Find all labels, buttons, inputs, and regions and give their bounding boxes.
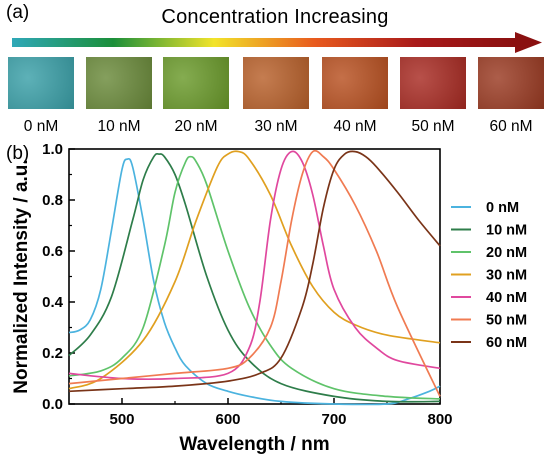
image-concentration-label: 50 nM [411,118,455,135]
chart-series [68,149,441,406]
panel-a-label: (a) [6,2,30,23]
concentration-arrow [12,32,542,53]
image-concentration-label: 30 nM [254,118,298,135]
microscope-image [86,57,152,109]
microscope-image [400,57,466,109]
chart-legend: 0 nM 10 nM 20 nM 30 nM 40 nM 50 nM 60 nM [451,200,527,351]
microscope-image [478,57,544,109]
legend-label: 30 nM [486,268,527,284]
legend-label: 20 nM [486,245,527,261]
y-tick-label: 0.8 [42,192,63,209]
panel-b-label: (b) [6,143,30,164]
arrow-head [515,32,542,53]
series-line [68,155,441,400]
image-concentration-label: 10 nM [97,118,141,135]
legend-label: 10 nM [486,223,527,239]
y-tick-label: 0.4 [42,294,64,311]
series-line [68,152,441,403]
y-tick-label: 1.0 [42,141,63,158]
series-line [68,150,441,390]
y-tick-label: 0.2 [42,345,63,362]
arrow-shaft [12,38,517,47]
y-tick-label: 0.0 [42,396,63,413]
x-tick-label: 700 [321,411,346,428]
series-line [68,157,441,406]
x-tick-label: 800 [427,411,452,428]
microscope-image [163,57,229,109]
chart-axes: 500 600 700 800 0.0 0.2 0.4 0.6 0.8 1.0 Wavelength… [11,141,453,455]
microscope-image [243,57,309,109]
legend-label: 60 nM [486,335,527,351]
x-axis-label: Wavelength / nm [179,434,329,455]
image-concentration-label: 20 nM [174,118,218,135]
microscope-image [322,57,388,109]
series-line [68,149,441,397]
image-concentration-label: 0 nM [23,118,59,135]
series-line [68,150,441,393]
image-concentration-label: 60 nM [489,118,533,135]
image-concentration-label: 40 nM [333,118,377,135]
microscope-image [8,57,74,109]
legend-label: 0 nM [486,200,519,216]
series-line [68,150,441,381]
x-tick-label: 600 [215,411,240,428]
legend-label: 40 nM [486,290,527,306]
concentration-arrow-title: Concentration Increasing [161,6,389,28]
legend-label: 50 nM [486,313,527,329]
y-tick-label: 0.6 [42,243,63,260]
y-axis-label: Normalized Intensity / a.u. [11,159,32,393]
x-tick-label: 500 [109,411,134,428]
